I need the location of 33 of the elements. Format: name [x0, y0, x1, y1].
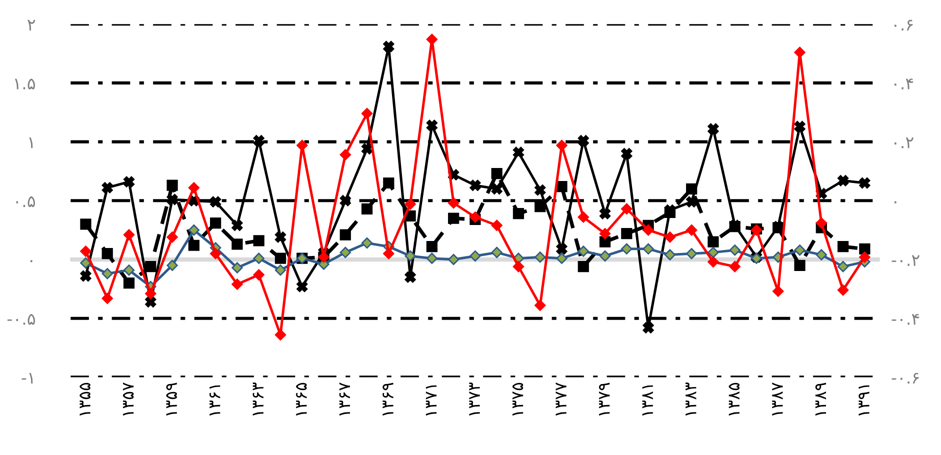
y2-tick-label: -۰.۶ — [892, 372, 919, 384]
x-tick-label: ۱۳۶۷ — [339, 382, 350, 416]
y2-tick-label: ۰.۶ — [894, 20, 913, 30]
y2-tick-label: ۰.۲ — [894, 138, 914, 148]
x-tick-label: ۱۳۸۹ — [815, 382, 826, 416]
x-tick-label: ۱۳۷۳ — [469, 382, 480, 416]
y-tick-label: ۰ — [30, 260, 32, 262]
x-tick-label: ۱۳۸۳ — [686, 382, 696, 416]
y2-tick-label: -۰.۲ — [892, 255, 920, 266]
x-tick-label: ۱۳۸۷ — [772, 382, 783, 416]
y-tick-label: ۱ — [29, 138, 33, 148]
x-tick-label: ۱۳۸۱ — [642, 385, 653, 416]
x-tick-label: ۱۳۹۱ — [858, 385, 870, 416]
x-tick-label: ۱۳۸۵ — [728, 382, 740, 416]
y2-tick-label: -۰.۴ — [892, 314, 920, 325]
y-tick-label: -۰.۵ — [7, 314, 35, 325]
y-tick-label: ۲ — [28, 20, 36, 30]
y2-tick-label: ۰ — [894, 201, 896, 204]
x-tick-label: ۱۳۷۷ — [556, 382, 566, 416]
y-tick-label: ۱.۵ — [14, 78, 35, 90]
y-tick-label: -۱ — [22, 372, 33, 384]
x-tick-label: ۱۳۷۹ — [598, 382, 610, 416]
x-tick-label: ۱۳۶۹ — [382, 382, 394, 416]
y2-tick-label: ۰.۴ — [894, 78, 914, 90]
x-tick-label: ۱۳۵۷ — [122, 382, 134, 416]
x-tick-label: ۱۳۶۱ — [209, 385, 220, 416]
x-tick-label: ۱۳۵۹ — [166, 382, 177, 416]
x-tick-label: ۱۳۶۵ — [296, 382, 307, 416]
x-tick-label: ۱۳۷۵ — [512, 382, 524, 416]
y-tick-label: ۰.۵ — [16, 196, 35, 208]
x-tick-label: ۱۳۷۱ — [426, 385, 437, 416]
x-tick-label: ۱۳۵۵ — [80, 382, 90, 416]
x-tick-label: ۱۳۶۳ — [252, 382, 264, 416]
